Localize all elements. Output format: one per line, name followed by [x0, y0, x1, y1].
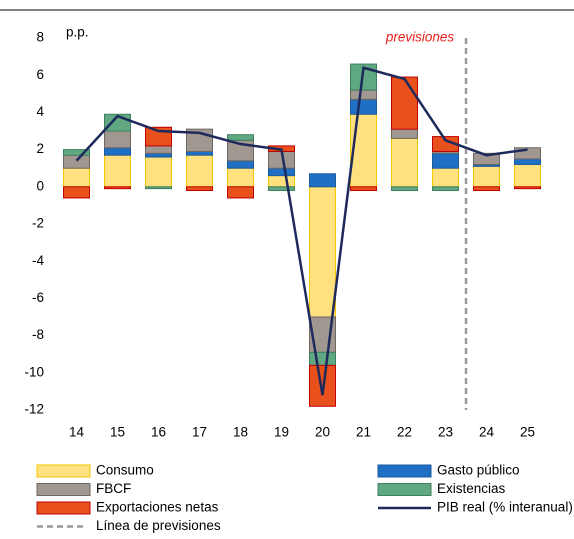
gdp-line: [75, 66, 528, 396]
y-tick-label: 4: [36, 104, 44, 119]
legend-label: FBCF: [96, 481, 131, 496]
bar-segment: [104, 147, 131, 156]
bar-segment: [145, 152, 172, 158]
legend-swatch: [36, 501, 91, 515]
bar-segment: [145, 145, 172, 154]
bar-segment: [473, 165, 500, 188]
bar-segment: [350, 89, 377, 100]
bar-segment: [391, 76, 418, 130]
bar-segment: [309, 351, 336, 366]
y-tick-label: -4: [32, 253, 44, 268]
bar-segment: [63, 167, 90, 188]
x-tick-label: 17: [192, 425, 207, 440]
bar-segment: [227, 134, 254, 141]
y-tick-label: 8: [36, 30, 44, 45]
legend-swatch: [377, 464, 432, 478]
bar-segment: [391, 137, 418, 188]
legend-label: PIB real (% interanual): [437, 500, 573, 515]
bar-segment: [145, 156, 172, 188]
forecast-annotation: previsiones: [385, 30, 455, 45]
bar-segment: [432, 186, 459, 192]
y-tick-label: -8: [32, 327, 44, 342]
x-tick-label: 18: [233, 425, 248, 440]
bar-segment: [473, 152, 500, 165]
bar-segment: [186, 186, 213, 192]
bar-segment: [104, 130, 131, 149]
legend-label: Línea de previsiones: [96, 518, 221, 533]
bar-segment: [514, 147, 541, 160]
y-tick-label: -6: [32, 290, 44, 305]
bar-segment: [432, 167, 459, 188]
y-tick-label: -12: [24, 402, 44, 417]
bar-segment: [514, 186, 541, 190]
y-tick-label: 6: [36, 67, 44, 82]
bar-segment: [63, 149, 90, 156]
legend-swatch: [36, 483, 91, 496]
x-tick-label: 23: [438, 425, 453, 440]
legend-label: Exportaciones netas: [96, 500, 219, 515]
x-tick-label: 14: [69, 425, 85, 440]
bar-segment: [350, 186, 377, 192]
x-tick-label: 19: [274, 425, 289, 440]
bar-segment: [227, 160, 254, 169]
x-tick-label: 16: [151, 425, 166, 440]
bar-segment: [350, 98, 377, 115]
bar-segment: [63, 154, 90, 169]
bar-segment: [514, 163, 541, 188]
bar-segment: [268, 175, 295, 188]
bar-segment: [63, 186, 90, 199]
bar-segment: [432, 152, 459, 169]
bar-segment: [227, 186, 254, 199]
bar-segment: [145, 186, 172, 190]
x-tick-label: 15: [110, 425, 125, 440]
y-tick-label: 2: [36, 141, 44, 156]
bar-segment: [186, 150, 213, 156]
y-tick-label: 0: [36, 178, 44, 193]
bar-segment: [391, 186, 418, 192]
x-tick-label: 25: [520, 425, 535, 440]
y-tick-label: -10: [24, 364, 44, 379]
bar-segment: [391, 128, 418, 139]
bar-segment: [268, 167, 295, 177]
y-tick-label: -2: [32, 216, 44, 231]
x-tick-label: 22: [397, 425, 412, 440]
legend-swatch: [377, 483, 432, 496]
legend-label: Consumo: [96, 463, 154, 478]
x-tick-label: 21: [356, 425, 371, 440]
legend-swatch: [36, 464, 91, 478]
bar-segment: [309, 173, 336, 188]
y-unit-label: p.p.: [66, 25, 89, 40]
bar-segment: [104, 186, 131, 190]
bar-segment: [309, 186, 336, 318]
bar-segment: [473, 186, 500, 192]
x-tick-label: 20: [315, 425, 330, 440]
bar-segment: [514, 158, 541, 165]
bar-segment: [350, 113, 377, 188]
bar-segment: [186, 154, 213, 188]
bar-segment: [227, 167, 254, 188]
legend-label: Gasto público: [437, 463, 520, 478]
x-tick-label: 24: [479, 425, 495, 440]
bar-segment: [268, 186, 295, 192]
bar-segment: [104, 154, 131, 188]
legend-label: Existencias: [437, 481, 506, 496]
